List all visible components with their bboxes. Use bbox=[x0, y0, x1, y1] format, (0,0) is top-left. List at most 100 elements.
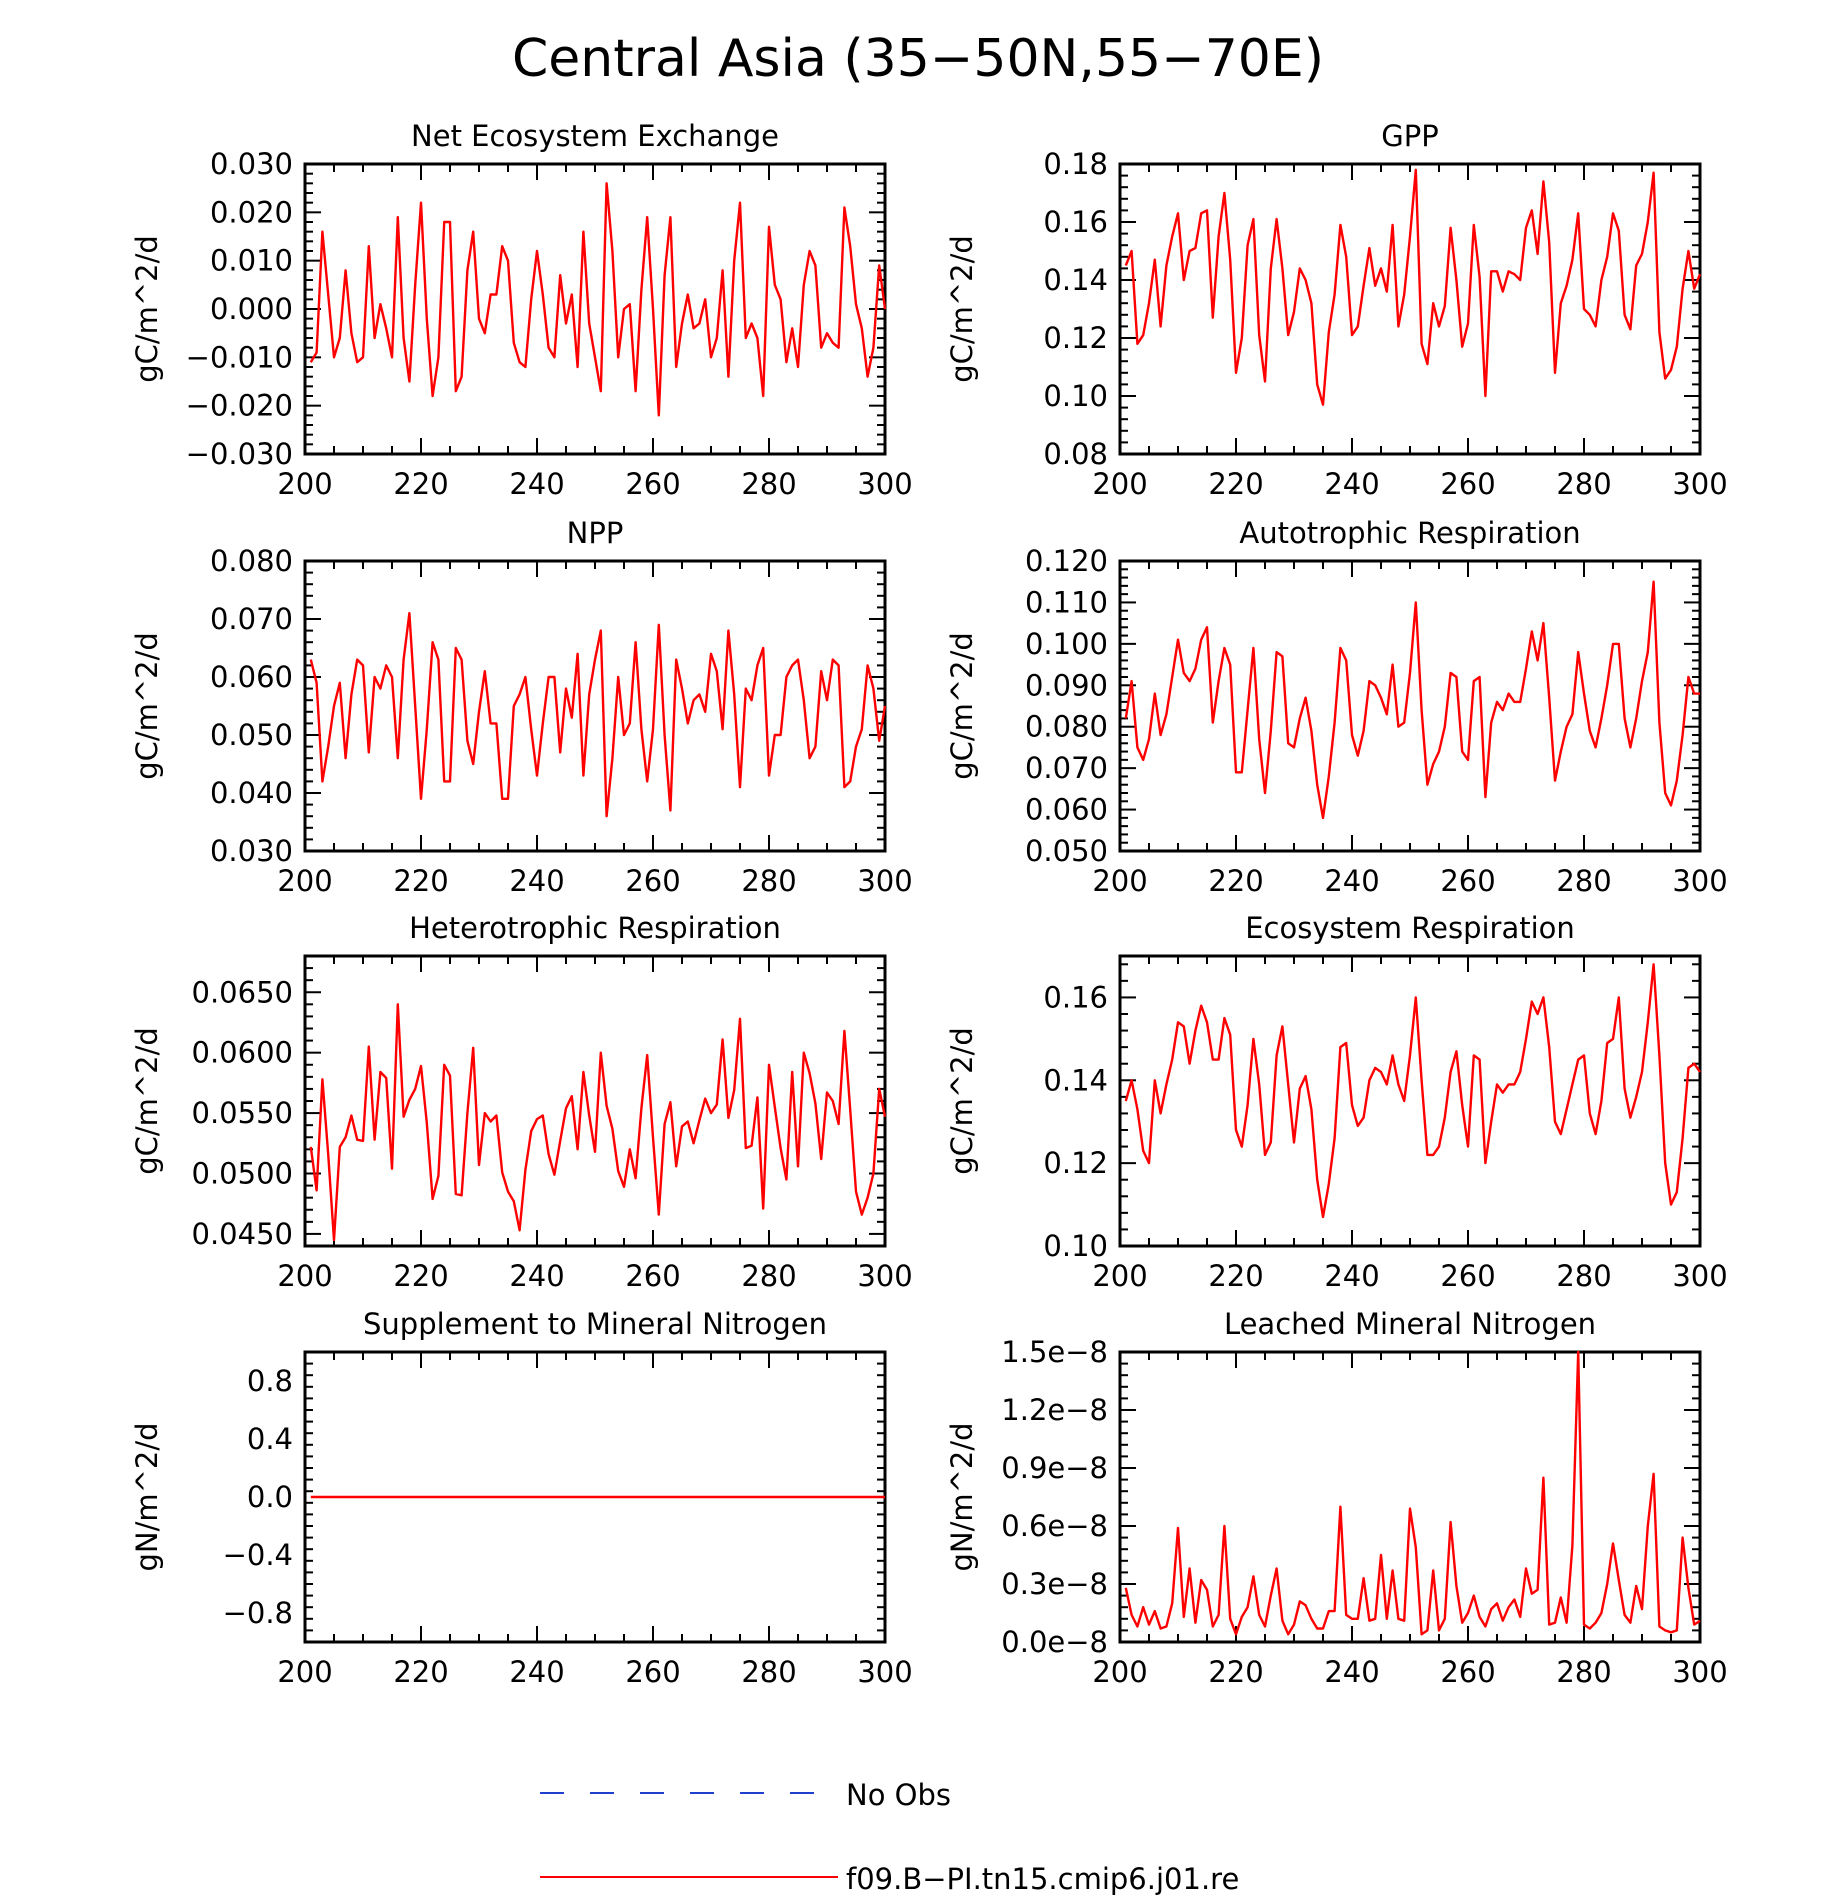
x-tick-label: 220 bbox=[1208, 864, 1263, 898]
y-tick-label: 0.0550 bbox=[192, 1096, 293, 1130]
x-tick-label: 240 bbox=[509, 1655, 564, 1689]
y-tick-label: 0.0450 bbox=[192, 1217, 293, 1251]
plot-frame bbox=[1118, 1350, 1702, 1644]
chart-panel-4: Autotrophic Respiration gC/m^2/d 200 220 240… bbox=[945, 516, 1728, 898]
x-tick-label: 260 bbox=[1440, 1259, 1495, 1293]
series-line-1 bbox=[1124, 1350, 1701, 1636]
y-tick-label: 0.6e−8 bbox=[1001, 1509, 1108, 1543]
x-tick-label: 260 bbox=[625, 1655, 680, 1689]
panel-title: Autotrophic Respiration bbox=[1239, 516, 1580, 550]
chart-panel-8: Leached Mineral Nitrogen gN/m^2/d 200 220 24… bbox=[945, 1307, 1728, 1689]
panel-title: Leached Mineral Nitrogen bbox=[1224, 1307, 1596, 1341]
y-tick-label: 1.2e−8 bbox=[1001, 1393, 1108, 1427]
y-tick-label: 0.110 bbox=[1025, 585, 1108, 619]
y-tick-label: 0.050 bbox=[210, 718, 293, 752]
y-tick-label: 0.0 bbox=[247, 1480, 293, 1514]
x-tick-label: 280 bbox=[1556, 467, 1611, 501]
y-tick-label: 0.0600 bbox=[192, 1036, 293, 1070]
x-tick-label: 260 bbox=[625, 467, 680, 501]
x-tick-label: 280 bbox=[1556, 1655, 1611, 1689]
y-axis-label: gN/m^2/d bbox=[130, 1422, 164, 1571]
panel-title: NPP bbox=[567, 516, 624, 550]
x-tick-label: 300 bbox=[857, 864, 912, 898]
x-tick-label: 280 bbox=[741, 864, 796, 898]
y-tick-label: 0.0650 bbox=[192, 975, 293, 1009]
plot-frame bbox=[303, 559, 887, 853]
x-tick-label: 240 bbox=[1324, 467, 1379, 501]
y-tick-label: 0.0500 bbox=[192, 1157, 293, 1191]
x-tick-label: 220 bbox=[393, 1655, 448, 1689]
y-tick-label: 0.040 bbox=[210, 776, 293, 810]
y-axis-label: gC/m^2/d bbox=[945, 235, 979, 383]
y-tick-label: 0.090 bbox=[1025, 668, 1108, 702]
y-tick-label: 0.050 bbox=[1025, 834, 1108, 868]
series-line-1 bbox=[309, 182, 887, 417]
chart-panel-3: NPP gC/m^2/d 200 220 240 260 280 300 0.030 0.040 0… bbox=[130, 516, 913, 898]
x-tick-label: 220 bbox=[393, 1259, 448, 1293]
x-tick-label: 240 bbox=[509, 1259, 564, 1293]
y-tick-label: 0.12 bbox=[1043, 1146, 1108, 1180]
y-tick-label: 0.8 bbox=[247, 1364, 293, 1398]
y-tick-label: 0.020 bbox=[210, 195, 293, 229]
x-tick-label: 280 bbox=[1556, 864, 1611, 898]
y-tick-label: 0.3e−8 bbox=[1001, 1567, 1108, 1601]
y-tick-label: 0.060 bbox=[210, 660, 293, 694]
y-tick-label: 0.12 bbox=[1043, 321, 1108, 355]
y-tick-label: 0.16 bbox=[1043, 205, 1108, 239]
plot-frame bbox=[1118, 162, 1702, 456]
y-tick-label: 0.030 bbox=[210, 834, 293, 868]
panel-title: Heterotrophic Respiration bbox=[409, 911, 781, 945]
x-tick-label: 240 bbox=[509, 864, 564, 898]
x-tick-label: 240 bbox=[509, 467, 564, 501]
x-tick-label: 260 bbox=[625, 1259, 680, 1293]
x-tick-label: 260 bbox=[1440, 1655, 1495, 1689]
y-tick-label: 0.10 bbox=[1043, 1229, 1108, 1263]
x-tick-label: 300 bbox=[1672, 467, 1727, 501]
chart-panel-2: GPP gC/m^2/d 200 220 240 260 280 300 0.08 0.10 0.1… bbox=[945, 119, 1728, 501]
y-tick-label: −0.010 bbox=[186, 340, 293, 374]
x-tick-label: 200 bbox=[277, 467, 332, 501]
y-tick-label: 0.010 bbox=[210, 244, 293, 278]
y-tick-label: 0.070 bbox=[1025, 751, 1108, 785]
x-tick-label: 200 bbox=[1092, 467, 1147, 501]
x-tick-label: 220 bbox=[1208, 467, 1263, 501]
plot-frame bbox=[303, 162, 887, 456]
plot-frame bbox=[1118, 559, 1702, 853]
y-tick-label: 0.9e−8 bbox=[1001, 1451, 1108, 1485]
x-tick-label: 300 bbox=[857, 467, 912, 501]
x-tick-label: 240 bbox=[1324, 1259, 1379, 1293]
y-tick-label: 0.000 bbox=[210, 292, 293, 326]
y-tick-label: −0.8 bbox=[223, 1596, 293, 1630]
x-tick-label: 240 bbox=[1324, 1655, 1379, 1689]
series-line-1 bbox=[1124, 580, 1700, 820]
x-tick-label: 260 bbox=[1440, 467, 1495, 501]
chart-panel-5: Heterotrophic Respiration gC/m^2/d 200 220 2… bbox=[130, 911, 913, 1293]
x-tick-label: 260 bbox=[1440, 864, 1495, 898]
y-tick-label: −0.020 bbox=[186, 389, 293, 423]
chart-panel-7: Supplement to Mineral Nitrogen gN/m^2/d 20… bbox=[130, 1307, 913, 1689]
panel-title: Ecosystem Respiration bbox=[1245, 911, 1575, 945]
x-tick-label: 220 bbox=[393, 864, 448, 898]
series-line-1 bbox=[1124, 168, 1702, 406]
x-tick-label: 280 bbox=[741, 1655, 796, 1689]
y-tick-label: 1.5e−8 bbox=[1001, 1335, 1108, 1369]
legend-label-no-obs: No Obs bbox=[846, 1778, 951, 1812]
y-tick-label: −0.030 bbox=[186, 437, 293, 471]
y-tick-label: 0.08 bbox=[1043, 437, 1108, 471]
legend-label-model: f09.B−PI.tn15.cmip6.j01.re bbox=[846, 1862, 1239, 1896]
y-axis-label: gC/m^2/d bbox=[130, 632, 164, 780]
x-tick-label: 200 bbox=[1092, 1655, 1147, 1689]
y-tick-label: 0.080 bbox=[1025, 710, 1108, 744]
x-tick-label: 260 bbox=[625, 864, 680, 898]
y-axis-label: gC/m^2/d bbox=[945, 1027, 979, 1175]
series-line-1 bbox=[309, 612, 887, 818]
y-axis-label: gC/m^2/d bbox=[945, 632, 979, 780]
x-tick-label: 240 bbox=[1324, 864, 1379, 898]
legend: No Obs f09.B−PI.tn15.cmip6.j01.re bbox=[540, 1778, 1239, 1896]
y-axis-label: gC/m^2/d bbox=[130, 1027, 164, 1175]
y-tick-label: 0.120 bbox=[1025, 544, 1108, 578]
chart-panel-1: Net Ecosystem Exchange gC/m^2/d 200 220 240 2… bbox=[130, 119, 913, 501]
y-tick-label: 0.14 bbox=[1043, 1063, 1108, 1097]
series-line-1 bbox=[1124, 963, 1701, 1219]
panel-title: Net Ecosystem Exchange bbox=[411, 119, 779, 153]
